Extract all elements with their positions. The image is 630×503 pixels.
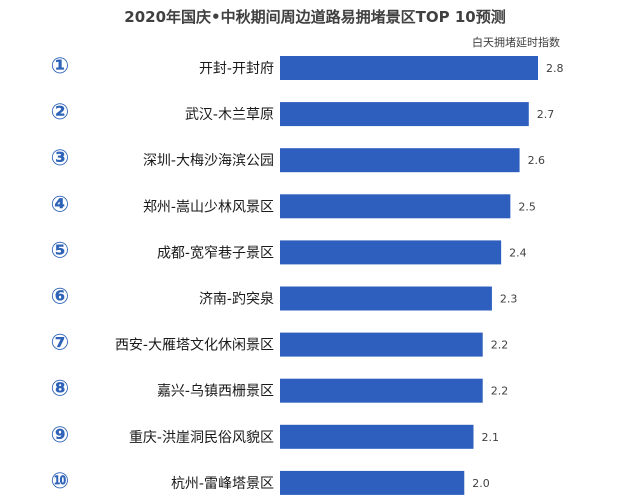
rank-number: ③ [51, 146, 70, 171]
bar [280, 240, 502, 265]
value-label: 2.8 [546, 62, 564, 75]
value-label: 2.2 [491, 339, 509, 352]
value-label: 2.7 [537, 108, 555, 121]
category-label: 郑州-嵩山少林风景区 [143, 199, 274, 215]
bar [280, 286, 492, 311]
value-label: 2.4 [509, 246, 526, 259]
rank-number: ⑦ [51, 331, 70, 356]
bar [280, 332, 483, 357]
category-label: 开封-开封府 [199, 61, 274, 77]
value-label: 2.5 [518, 200, 536, 213]
bar [280, 424, 474, 449]
category-label: 济南-趵突泉 [199, 291, 274, 308]
chart-rows: ① 开封-开封府 2.8 ② 武汉-木兰草原 2.7 ③ 深圳-大梅沙海滨公园 2.6 ④ 郑州-嵩… [51, 54, 564, 495]
value-label: 2.1 [482, 431, 500, 444]
rank-number: ⑧ [51, 377, 70, 402]
category-label: 杭州-雷峰塔景区 [171, 476, 274, 492]
bar [280, 194, 511, 219]
chart-title: 2020年国庆•中秋期间周边道路易拥堵景区TOP 10预测 [124, 8, 505, 26]
rank-number: ⑥ [51, 285, 70, 310]
value-label: 2.3 [500, 293, 518, 306]
bar [280, 378, 483, 403]
category-label: 深圳-大梅沙海滨公园 [143, 153, 274, 169]
value-label: 2.6 [528, 154, 546, 167]
category-label: 西安-大雁塔文化休闲景区 [115, 338, 274, 354]
category-label: 成都-宽窄巷子景区 [157, 244, 274, 261]
category-label: 嘉兴-乌镇西栅景区 [157, 384, 274, 400]
chart-subtitle: 白天拥堵延时指数 [472, 35, 560, 49]
rank-number: ⑩ [51, 469, 70, 494]
category-label: 武汉-木兰草原 [185, 107, 274, 123]
bar [280, 102, 529, 127]
bar [280, 148, 520, 173]
rank-number: ④ [51, 192, 70, 217]
value-label: 2.2 [491, 385, 509, 398]
value-label: 2.0 [472, 477, 490, 490]
rank-number: ⑤ [51, 238, 70, 263]
rank-number: ② [51, 100, 70, 125]
bar [280, 56, 538, 80]
category-label: 重庆-洪崖洞民俗风貌区 [129, 430, 274, 446]
rank-number: ① [51, 54, 70, 79]
bar [280, 470, 465, 495]
rank-number: ⑨ [51, 423, 70, 448]
